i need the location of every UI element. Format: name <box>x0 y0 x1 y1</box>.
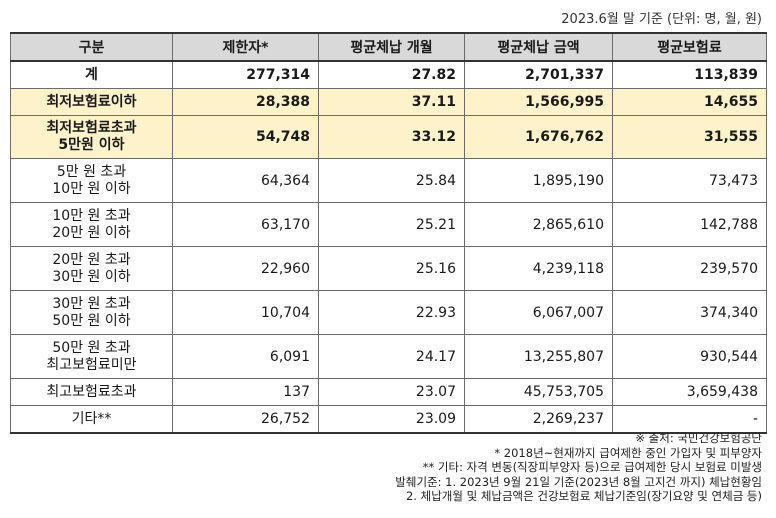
cell-avg-premium: 73,473 <box>612 158 767 203</box>
cell-restricted: 54,748 <box>172 115 319 159</box>
header-restricted: 제한자* <box>172 32 319 62</box>
table-row: 30만 원 초과 50만 원 이하 10,704 22.93 6,067,007 … <box>10 290 767 335</box>
cell-avg-months: 25.84 <box>318 158 465 203</box>
row-label: 50만 원 초과 최고보험료미만 <box>10 334 173 379</box>
table-row: 최고보험료초과 137 23.07 45,753,705 3,659,438 <box>10 378 767 406</box>
table-row: 20만 원 초과 30만 원 이하 22,960 25.16 4,239,118 … <box>10 246 767 291</box>
cell-avg-months: 22.93 <box>318 290 465 335</box>
table-row: 기타** 26,752 23.09 2,269,237 - <box>10 405 767 434</box>
cell-avg-premium: 374,340 <box>612 290 767 335</box>
cell-avg-premium: 930,544 <box>612 334 767 379</box>
cell-restricted: 10,704 <box>172 290 319 335</box>
cell-restricted: 64,364 <box>172 158 319 203</box>
cell-avg-months: 25.16 <box>318 246 465 291</box>
cell-avg-months: 27.82 <box>318 60 465 89</box>
cell-avg-premium: 113,839 <box>612 60 767 89</box>
note-extraction-1: 발췌기준: 1. 2023년 9월 21일 기준(2023년 8월 고지건 까지… <box>395 474 762 489</box>
header-avg-premium: 평균보험료 <box>612 32 767 62</box>
header-avg-amount: 평균체납 금액 <box>464 32 613 62</box>
cell-avg-amount: 2,701,337 <box>464 60 613 89</box>
cell-avg-amount: 1,676,762 <box>464 115 613 159</box>
table-header-row: 구분 제한자* 평균체납 개월 평균체납 금액 평균보험료 <box>10 32 767 62</box>
table-row: 최저보험료초과 5만원 이하 54,748 33.12 1,676,762 31,… <box>10 115 767 159</box>
row-label: 계 <box>10 60 173 89</box>
note-extraction-2: 2. 체납개월 및 체납금액은 건강보험료 체납기준임(장기요양 및 연체금 등… <box>405 489 762 503</box>
note-restricted: * 2018년~현재까지 급여제한 중인 가입자 및 피부양자 <box>494 445 762 460</box>
header-avg-months: 평균체납 개월 <box>318 32 465 62</box>
cell-restricted: 137 <box>172 378 319 406</box>
table-row: 5만 원 초과 10만 원 이하 64,364 25.84 1,895,190 7… <box>10 158 767 203</box>
cell-avg-amount: 2,269,237 <box>464 405 613 434</box>
cell-restricted: 6,091 <box>172 334 319 379</box>
cell-avg-amount: 45,753,705 <box>464 378 613 406</box>
row-label: 최저보험료이하 <box>10 88 173 116</box>
row-label: 최저보험료초과 5만원 이하 <box>10 115 173 159</box>
table-row: 50만 원 초과 최고보험료미만 6,091 24.17 13,255,807 9… <box>10 334 767 379</box>
cell-avg-amount: 1,895,190 <box>464 158 613 203</box>
cell-avg-amount: 1,566,995 <box>464 88 613 116</box>
row-label: 20만 원 초과 30만 원 이하 <box>10 246 173 291</box>
note-other: ** 기타: 자격 변동(직장피부양자 등)으로 급여제한 당시 보험료 미발생 <box>422 460 762 474</box>
unit-note: 2023.6월 말 기준 (단위: 명, 월, 원) <box>561 12 762 27</box>
cell-avg-premium: - <box>612 405 767 434</box>
cell-restricted: 26,752 <box>172 405 319 434</box>
cell-avg-premium: 14,655 <box>612 88 767 116</box>
cell-avg-months: 37.11 <box>318 88 465 116</box>
cell-avg-months: 23.09 <box>318 405 465 434</box>
header-category: 구분 <box>10 32 173 62</box>
footnotes: ※ 출처: 국민건강보험공단 * 2018년~현재까지 급여제한 중인 가입자 … <box>395 431 762 504</box>
cell-avg-amount: 6,067,007 <box>464 290 613 335</box>
table-row: 최저보험료이하 28,388 37.11 1,566,995 14,655 <box>10 88 767 116</box>
cell-restricted: 63,170 <box>172 202 319 247</box>
row-label: 기타** <box>10 405 173 434</box>
cell-restricted: 277,314 <box>172 60 319 89</box>
row-label: 5만 원 초과 10만 원 이하 <box>10 158 173 203</box>
cell-avg-premium: 142,788 <box>612 202 767 247</box>
cell-avg-months: 33.12 <box>318 115 465 159</box>
delinquency-table: 구분 제한자* 평균체납 개월 평균체납 금액 평균보험료 계 277,314 … <box>10 32 767 434</box>
cell-restricted: 22,960 <box>172 246 319 291</box>
cell-avg-premium: 3,659,438 <box>612 378 767 406</box>
cell-avg-months: 23.07 <box>318 378 465 406</box>
cell-restricted: 28,388 <box>172 88 319 116</box>
table-row: 10만 원 초과 20만 원 이하 63,170 25.21 2,865,610 … <box>10 202 767 247</box>
cell-avg-months: 24.17 <box>318 334 465 379</box>
cell-avg-amount: 2,865,610 <box>464 202 613 247</box>
table-row: 계 277,314 27.82 2,701,337 113,839 <box>10 60 767 89</box>
cell-avg-premium: 31,555 <box>612 115 767 159</box>
cell-avg-months: 25.21 <box>318 202 465 247</box>
row-label: 최고보험료초과 <box>10 378 173 406</box>
row-label: 30만 원 초과 50만 원 이하 <box>10 290 173 335</box>
cell-avg-amount: 4,239,118 <box>464 246 613 291</box>
cell-avg-premium: 239,570 <box>612 246 767 291</box>
row-label: 10만 원 초과 20만 원 이하 <box>10 202 173 247</box>
cell-avg-amount: 13,255,807 <box>464 334 613 379</box>
note-source: ※ 출처: 국민건강보험공단 <box>635 431 762 445</box>
